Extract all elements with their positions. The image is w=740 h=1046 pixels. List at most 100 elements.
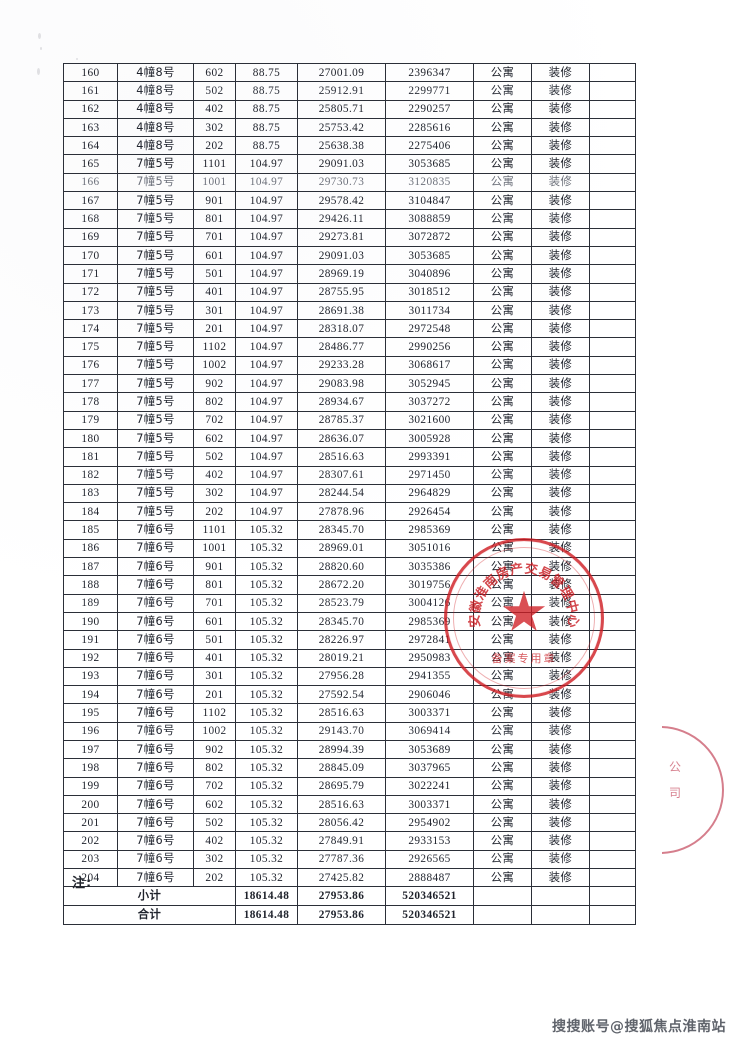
cell-note: [589, 209, 636, 229]
cell-finish: 装修: [531, 666, 590, 687]
cell-unit_price: 28969.01: [297, 538, 386, 559]
cell-usage: 公寓: [473, 447, 532, 467]
cell-area: 104.97: [235, 191, 298, 211]
cell-building: 7幢6号: [117, 666, 194, 687]
cell-usage: 公寓: [473, 117, 532, 138]
cell-usage: 公寓: [473, 776, 532, 796]
cell-unit_price: 28755.95: [297, 282, 386, 302]
summary-cell-total_price: 520346521: [385, 886, 474, 907]
table-row: 173 7幢5号 301 104.97 28691.38 3011734 公寓 装修: [63, 300, 636, 321]
cell-total_price: 2299771: [385, 81, 474, 101]
cell-usage: 公寓: [473, 575, 532, 595]
cell-area: 104.97: [235, 319, 298, 339]
partial-seal-ring: [662, 726, 724, 854]
cell-finish: 装修: [531, 99, 590, 119]
cell-unit_price: 28636.07: [297, 428, 386, 449]
table-row: 183 7幢5号 302 104.97 28244.54 2964829 公寓 装修: [63, 483, 636, 504]
table-row: 162 4幢8号 402 88.75 25805.71 2290257 公寓 装修: [63, 99, 636, 119]
cell-area: 104.97: [235, 172, 298, 193]
cell-area: 105.32: [235, 721, 298, 741]
cell-usage: 公寓: [473, 868, 532, 888]
cell-finish: 装修: [531, 81, 590, 101]
cell-total_price: 2964829: [385, 483, 474, 504]
cell-finish: 装修: [531, 739, 590, 760]
table-row: 180 7幢5号 602 104.97 28636.07 3005928 公寓 装修: [63, 428, 636, 449]
cell-area: 105.32: [235, 575, 298, 595]
cell-area: 104.97: [235, 300, 298, 321]
cell-idx: 161: [63, 81, 118, 101]
cell-note: [589, 154, 636, 174]
cell-finish: 装修: [531, 465, 590, 485]
cell-note: [589, 630, 636, 650]
cell-room: 602: [193, 794, 236, 815]
cell-total_price: 2985369: [385, 520, 474, 540]
table-row: 172 7幢5号 401 104.97 28755.95 3018512 公寓 装修: [63, 282, 636, 302]
cell-note: [589, 374, 636, 394]
cell-area: 104.97: [235, 447, 298, 467]
cell-area: 104.97: [235, 465, 298, 485]
cell-usage: 公寓: [473, 136, 532, 156]
cell-finish: 装修: [531, 831, 590, 851]
cell-note: [589, 721, 636, 741]
cell-building: 7幢6号: [117, 538, 194, 559]
cell-usage: 公寓: [473, 264, 532, 284]
cell-total_price: 3004126: [385, 593, 474, 613]
cell-finish: 装修: [531, 410, 590, 430]
cell-note: [589, 758, 636, 778]
cell-note: [589, 191, 636, 211]
cell-area: 104.97: [235, 227, 298, 247]
cell-total_price: 2926565: [385, 849, 474, 870]
cell-finish: 装修: [531, 593, 590, 613]
cell-unit_price: 28056.42: [297, 813, 386, 833]
cell-area: 105.32: [235, 849, 298, 870]
cell-building: 7幢5号: [117, 300, 194, 321]
cell-note: [589, 447, 636, 467]
cell-unit_price: 27878.96: [297, 502, 386, 522]
cell-building: 7幢6号: [117, 758, 194, 778]
cell-idx: 187: [63, 557, 118, 577]
cell-total_price: 2990256: [385, 337, 474, 357]
table-row: 198 7幢6号 802 105.32 28845.09 3037965 公寓 装修: [63, 758, 636, 778]
cell-unit_price: 28019.21: [297, 648, 386, 668]
cell-idx: 203: [63, 849, 118, 870]
cell-idx: 191: [63, 630, 118, 650]
cell-usage: 公寓: [473, 703, 532, 723]
cell-usage: 公寓: [473, 666, 532, 687]
cell-building: 7幢5号: [117, 191, 194, 211]
cell-room: 402: [193, 465, 236, 485]
cell-unit_price: 29083.98: [297, 374, 386, 394]
scan-speck: [40, 47, 42, 50]
cell-idx: 179: [63, 410, 118, 430]
cell-total_price: 2933153: [385, 831, 474, 851]
cell-building: 7幢5号: [117, 465, 194, 485]
summary-cell-total_price: 520346521: [385, 905, 474, 926]
property-price-table: 160 4幢8号 602 88.75 27001.09 2396347 公寓 装修 161 4幢8…: [63, 62, 636, 926]
cell-unit_price: 27956.28: [297, 666, 386, 687]
cell-usage: 公寓: [473, 172, 532, 193]
cell-idx: 172: [63, 282, 118, 302]
cell-unit_price: 28318.07: [297, 319, 386, 339]
cell-finish: 装修: [531, 849, 590, 870]
cell-finish: 装修: [531, 245, 590, 266]
cell-usage: 公寓: [473, 227, 532, 247]
cell-idx: 188: [63, 575, 118, 595]
table-row: 178 7幢5号 802 104.97 28934.67 3037272 公寓 装修: [63, 392, 636, 412]
cell-finish: 装修: [531, 520, 590, 540]
cell-idx: 166: [63, 172, 118, 193]
cell-unit_price: 29143.70: [297, 721, 386, 741]
cell-total_price: 3072872: [385, 227, 474, 247]
cell-note: [589, 813, 636, 833]
cell-unit_price: 28523.79: [297, 593, 386, 613]
cell-room: 702: [193, 776, 236, 796]
cell-total_price: 2985369: [385, 611, 474, 632]
cell-unit_price: 28845.09: [297, 758, 386, 778]
cell-note: [589, 355, 636, 376]
cell-total_price: 2993391: [385, 447, 474, 467]
cell-room: 302: [193, 849, 236, 870]
cell-building: 4幢8号: [117, 117, 194, 138]
cell-unit_price: 28695.79: [297, 776, 386, 796]
cell-area: 104.97: [235, 154, 298, 174]
cell-total_price: 2972548: [385, 319, 474, 339]
cell-idx: 180: [63, 428, 118, 449]
cell-idx: 174: [63, 319, 118, 339]
